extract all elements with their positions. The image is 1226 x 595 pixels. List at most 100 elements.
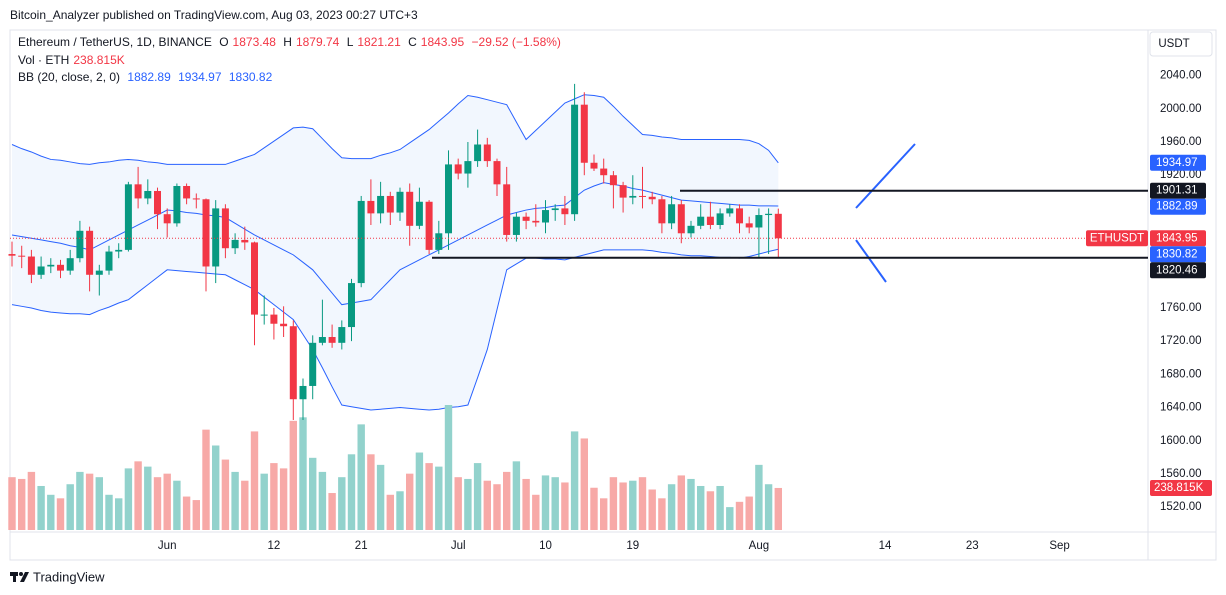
volume-bar — [202, 429, 210, 530]
candle-body — [765, 213, 773, 216]
symbol-tag-label: ETHUSDT — [1090, 232, 1144, 244]
volume-bar — [745, 496, 753, 530]
candle-body — [289, 326, 297, 400]
y-tick-label: 1520.00 — [1160, 501, 1202, 513]
candle-body — [639, 195, 646, 197]
volume-bar — [85, 473, 94, 530]
x-tick-label: Jun — [158, 540, 177, 552]
y-tick-label: 1960.00 — [1160, 136, 1202, 148]
volume-bar — [677, 475, 685, 530]
candle-body — [571, 104, 579, 215]
volume-bar — [774, 487, 782, 530]
volume-bar — [415, 452, 424, 530]
candle-body — [251, 242, 258, 315]
volume-bar — [386, 494, 394, 530]
currency-label: USDT — [1158, 38, 1189, 50]
candle-body — [406, 191, 414, 226]
volume-bar — [212, 445, 220, 530]
candle-body — [425, 201, 433, 250]
volume-bar — [279, 468, 288, 530]
volume-bar — [163, 473, 171, 530]
volume-bar — [250, 431, 259, 530]
candle-body — [154, 190, 161, 215]
volume-bar — [270, 463, 278, 530]
bb-lower — [11, 248, 779, 411]
volume-bar — [37, 485, 45, 530]
volume-bar — [318, 471, 327, 530]
currency-button[interactable] — [1149, 31, 1213, 57]
candle-body — [483, 144, 491, 162]
volume-bar — [493, 484, 501, 530]
candle-body — [328, 337, 336, 343]
price-tag-label: 1820.46 — [1156, 264, 1198, 276]
volume-bar — [105, 494, 113, 530]
volume-bar — [396, 491, 404, 530]
publisher: Bitcoin_Analyzer published on TradingVie… — [10, 8, 418, 22]
x-tick-label: Sep — [1049, 540, 1069, 552]
y-tick-label: 1920.00 — [1160, 169, 1202, 181]
volume-bar — [522, 478, 530, 530]
volume-bar — [47, 494, 55, 530]
volume-bar — [27, 471, 36, 530]
candle-body — [299, 385, 307, 400]
candle-body — [231, 239, 239, 249]
candle-body — [37, 266, 45, 275]
candle-body — [512, 216, 520, 235]
price-tag — [1150, 230, 1206, 247]
volume-bar — [115, 498, 123, 530]
candle-body — [57, 264, 64, 271]
ohlc-key: O — [219, 35, 229, 49]
volume-bar — [134, 461, 142, 530]
y-tick-label: 2000.00 — [1160, 103, 1202, 115]
volume-tag — [1150, 479, 1212, 496]
bb-fill — [12, 94, 779, 411]
price-tag — [1150, 182, 1206, 199]
drawing-line — [855, 143, 916, 209]
candle-body — [192, 198, 200, 200]
volume-bar — [173, 480, 181, 530]
ohlc-key: L — [346, 35, 354, 49]
volume-bar — [755, 464, 763, 530]
candle-body — [542, 210, 549, 223]
y-tick-label: 1600.00 — [1160, 435, 1202, 447]
volume-bar — [444, 405, 453, 530]
candle-body — [755, 215, 763, 228]
symbol-tag — [1086, 230, 1148, 247]
candle-body — [532, 220, 540, 223]
candle-body — [609, 175, 617, 186]
candle-body — [454, 164, 462, 174]
candle-body — [260, 314, 268, 316]
candle-body — [95, 270, 103, 275]
volume-bar — [357, 424, 365, 530]
volume-bar — [541, 475, 550, 530]
drawing-line — [855, 239, 887, 283]
price-tag-label: 1882.89 — [1156, 201, 1198, 213]
price-tag — [1150, 154, 1206, 171]
volume-bar — [192, 500, 200, 530]
volume-bar — [464, 478, 472, 530]
x-tick-label: 12 — [268, 540, 281, 552]
volume-bar — [629, 480, 637, 530]
volume-value: 238.815K — [73, 53, 125, 67]
volume-bar — [376, 464, 385, 530]
bb-legend: BB (20, close, 2, 0) 1882.89 1934.97 183… — [18, 70, 276, 84]
volume-bar — [687, 478, 695, 530]
candle-body — [396, 191, 404, 213]
volume-bar — [182, 496, 191, 530]
y-tick-label: 1560.00 — [1160, 468, 1202, 480]
volume-bar — [716, 485, 724, 530]
volume-bar — [551, 477, 559, 530]
volume-bar — [66, 484, 74, 530]
candle-body — [697, 216, 705, 226]
volume-bar — [473, 463, 482, 530]
candle-body — [212, 208, 220, 267]
candle-body — [280, 323, 288, 327]
x-tick-label: 10 — [539, 540, 552, 552]
volume-bar — [328, 493, 336, 530]
volume-bar — [512, 461, 521, 530]
x-tick-label: Jul — [451, 540, 466, 552]
volume-bar — [667, 484, 676, 530]
price-tag-label: 1934.97 — [1156, 157, 1198, 169]
volume-bar — [347, 454, 356, 530]
